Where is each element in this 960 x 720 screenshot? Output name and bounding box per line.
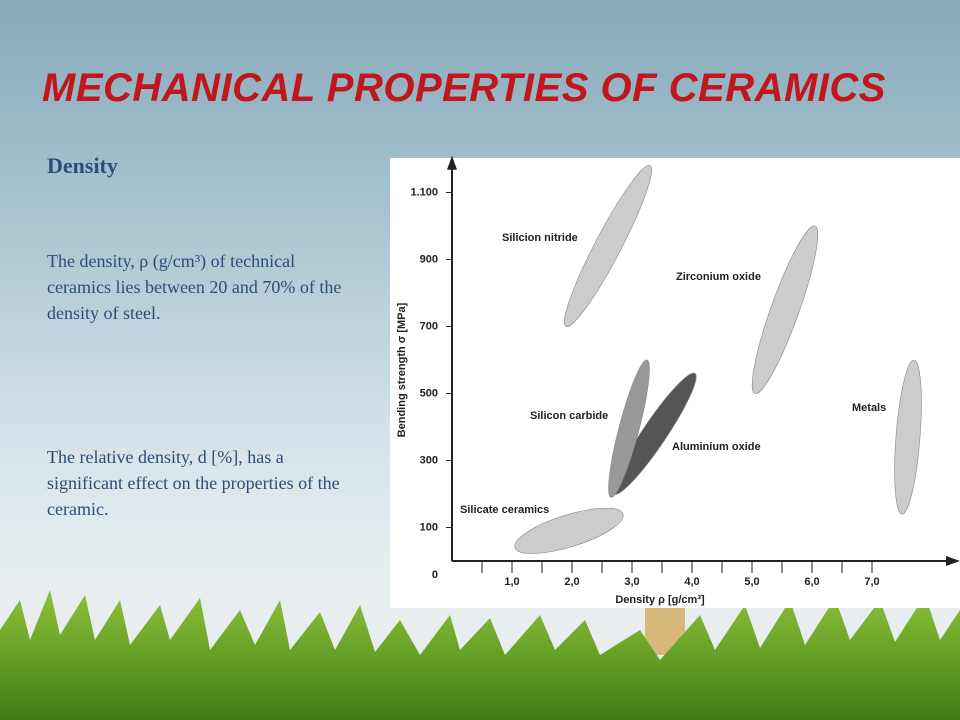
x-tick-label: 1,0	[504, 576, 519, 588]
chart-background	[390, 158, 960, 608]
region	[751, 225, 819, 394]
region	[514, 507, 624, 554]
y-axis-label: Bending strength σ [MPa]	[396, 302, 408, 437]
y-tick-label: 100	[420, 521, 438, 533]
x-tick-label: 4,0	[684, 576, 699, 588]
region-label: Zirconium oxide	[676, 271, 761, 283]
y-tick-label: 1.100	[410, 186, 438, 198]
y-arrow	[447, 155, 457, 170]
region-label: Metals	[852, 402, 886, 414]
x-axis-label: Density ρ [g/cm³]	[615, 594, 705, 606]
region-label: Silicion nitride	[502, 232, 578, 244]
region-label: Silicate ceramics	[460, 504, 549, 516]
x-tick-label: 5,0	[744, 576, 759, 588]
x-tick-label: 6,0	[804, 576, 819, 588]
region-label: Silicon carbide	[530, 410, 608, 422]
paragraph: The density, ρ (g/cm³) of technical cera…	[47, 251, 342, 323]
x-tick-label: 3,0	[624, 576, 639, 588]
region-label: Aluminium oxide	[672, 441, 761, 453]
y-tick-label: 500	[420, 387, 438, 399]
region	[894, 359, 922, 515]
region	[564, 165, 652, 328]
region	[608, 359, 650, 498]
x-arrow	[946, 556, 960, 566]
slide-title: MECHANICAL PROPERTIES OF CERAMICS	[42, 66, 886, 110]
grass-blades	[0, 590, 960, 720]
x-tick-label: 2,0	[564, 576, 579, 588]
y-tick-label: 700	[420, 320, 438, 332]
y-tick-label: 900	[420, 253, 438, 265]
paragraph: The relative density, d [%], has a signi…	[47, 447, 340, 519]
heading: Density	[47, 153, 118, 178]
x-tick-label: 7,0	[864, 576, 879, 588]
y-tick-label: 0	[432, 569, 438, 581]
y-tick-label: 300	[420, 454, 438, 466]
